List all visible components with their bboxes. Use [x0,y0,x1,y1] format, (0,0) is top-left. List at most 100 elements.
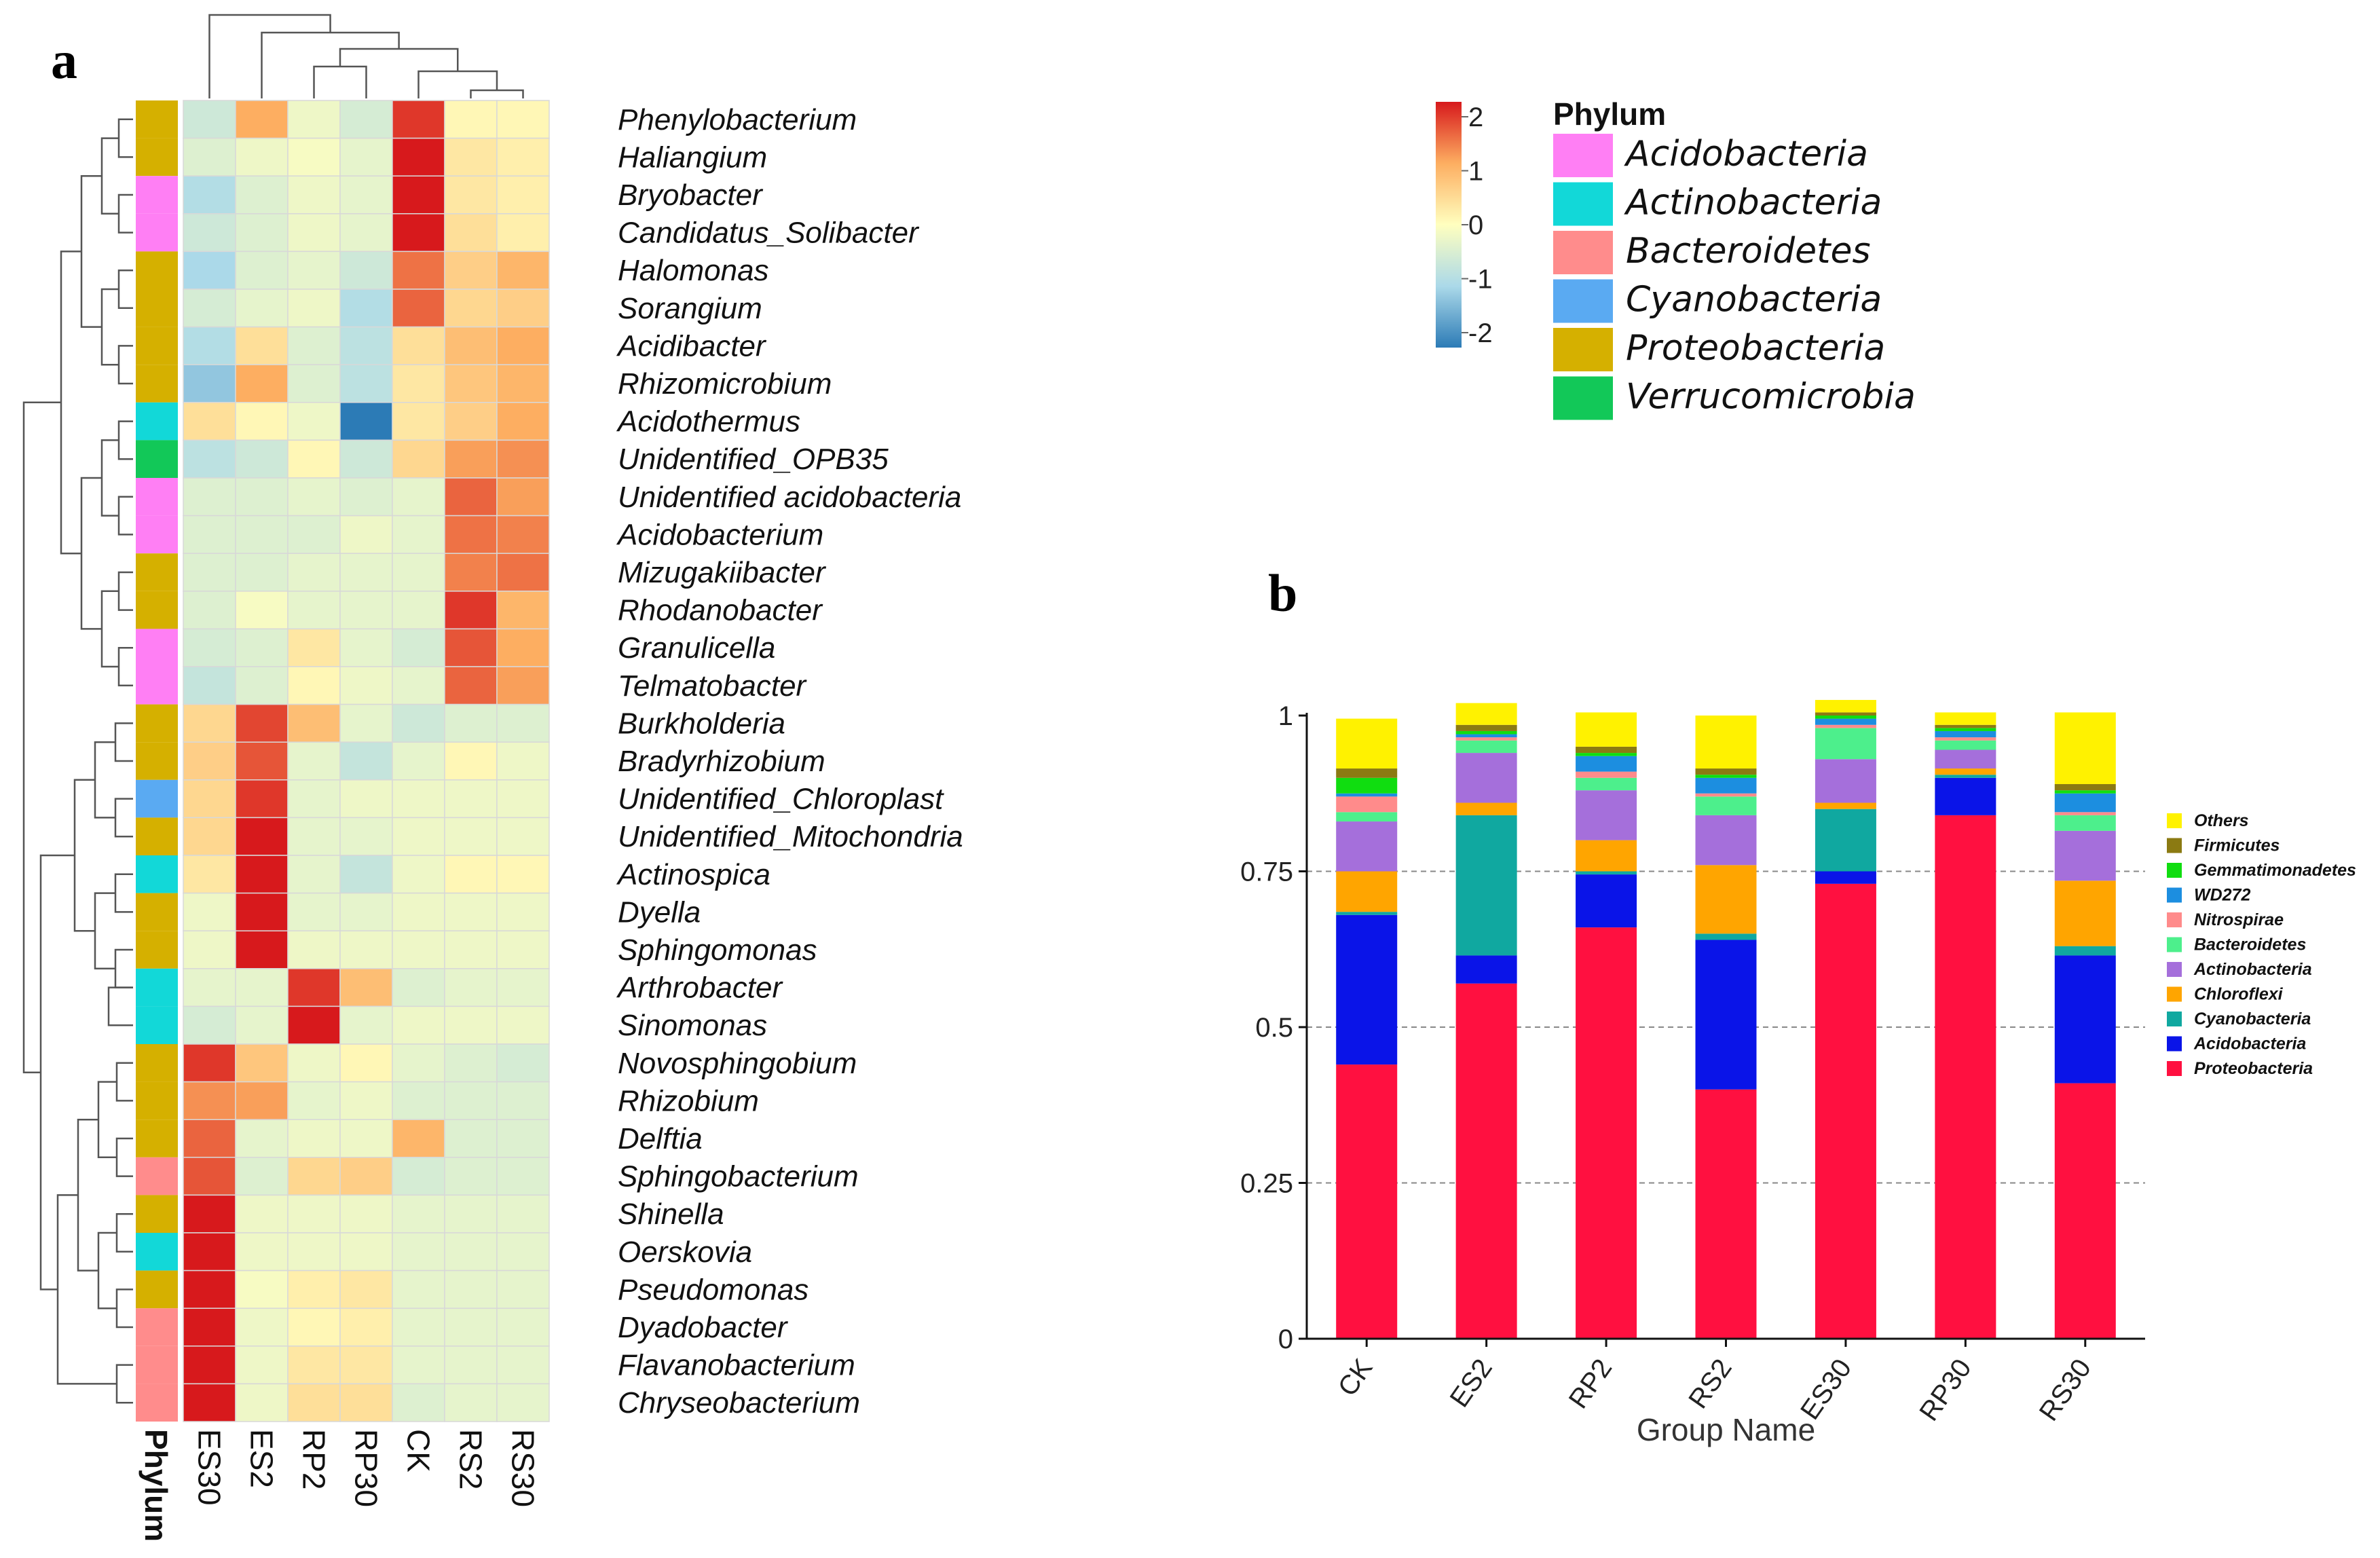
heatmap-cell [392,1043,445,1083]
row-dendrogram-branch [97,1081,117,1159]
phylum-cell [136,138,178,177]
phylum-cell [136,1006,178,1044]
heatmap-cell [392,855,445,894]
bar-segment [1576,777,1637,791]
phylum-legend-swatch [1553,231,1613,274]
row-label: Granulicella [618,631,775,665]
heatmap-cell [183,326,236,365]
bar-segment [1336,718,1398,769]
y-tick-label: 0.5 [1255,1013,1293,1043]
heatmap-cell [444,402,498,441]
bar-segment [1336,914,1398,1065]
row-label: Acidobacterium [616,518,823,551]
bar-segment [1576,790,1637,840]
heatmap-cell [392,666,445,705]
bar-segment [1576,840,1637,872]
heatmap-cell [444,779,498,819]
row-dendrogram-branch [117,193,133,234]
column-dendrogram-branch [339,48,459,71]
phylum-cell [136,327,178,365]
heatmap-cell [496,779,550,819]
bar-segment [1455,703,1517,725]
heatmap-cell [287,137,341,177]
heatmap-cell [392,1346,445,1385]
heatmap-cell [496,666,550,705]
heatmap-cell [496,477,550,517]
heatmap-cell [392,1307,445,1347]
heatmap-cell [496,100,550,139]
heatmap-cell [183,1194,236,1234]
heatmap-cell [392,1119,445,1158]
heatmap-cell [235,289,289,328]
heatmap-cell [496,892,550,931]
heatmap-cell [339,968,393,1007]
heatmap-cell [183,666,236,705]
row-label: Acidibacter [616,329,767,363]
heatmap-cell [392,817,445,856]
heatmap-cell [287,1232,341,1272]
heatmap-cell [444,591,498,630]
heatmap-cell [444,100,498,139]
heatmap-cell [444,703,498,743]
heatmap-cell [444,1157,498,1196]
row-dendrogram-branch [100,590,119,668]
bar-segment [1935,740,1996,750]
heatmap-cell [235,1157,289,1196]
bar-segment [1935,777,1996,815]
heatmap-cell [235,1346,289,1385]
phylum-legend-swatch [1553,134,1613,177]
heatmap-cell [444,741,498,781]
heatmap-cell [235,741,289,781]
heatmap-cell [496,137,550,177]
heatmap-cell [287,289,341,328]
heatmap-cell [496,1383,550,1422]
column-label: RP2 [297,1429,332,1489]
phylum-cell [136,1119,178,1157]
bar-segment [1455,955,1517,984]
bar-segment [1935,737,1996,741]
heatmap-cell [235,1269,289,1309]
heatmap-cell [183,1383,236,1422]
heatmap-cell [339,137,393,177]
bar-segment [1455,815,1517,956]
bar-segment [1815,802,1876,809]
heatmap-cell [339,779,393,819]
phylum-cell [136,1308,178,1346]
phylum-cell [136,515,178,554]
heatmap-cell [235,1232,289,1272]
phylum-cell [136,213,178,252]
heatmap-cell [183,1232,236,1272]
phylum-cell [136,1195,178,1233]
row-label: Actinospica [616,858,770,891]
heatmap-cell [183,1269,236,1309]
bar-segment [1695,865,1757,934]
heatmap-cell [287,1307,341,1347]
row-dendrogram-branch [117,571,133,611]
x-tick-label: ES2 [1445,1354,1498,1413]
heatmap-cell [339,892,393,931]
heatmap-cell [235,1194,289,1234]
phylum-cell [136,704,178,743]
heatmap-cell [392,1269,445,1309]
phylum-legend-swatch [1553,328,1613,371]
x-tick-label: RS2 [1683,1354,1738,1414]
heatmap-cell [235,930,289,969]
heatmap-cell [287,1005,341,1045]
heatmap-cell [235,439,289,479]
bar-segment [1455,734,1517,738]
heatmap-cell [496,1307,550,1347]
row-dendrogram-branch [94,741,115,819]
heatmap-cell [183,402,236,441]
bar-segment [1336,777,1398,794]
bar-segment [1576,871,1637,875]
heatmap-cell [339,741,393,781]
bar-segment [1695,793,1757,797]
heatmap-cell [496,1081,550,1120]
row-label: Dyella [618,895,701,929]
annotation-label: Phylum [138,1429,174,1542]
heatmap-cell [444,251,498,290]
row-label: Chryseobacterium [618,1386,860,1420]
row-dendrogram-branch [117,646,133,687]
row-label: Sorangium [618,292,762,325]
